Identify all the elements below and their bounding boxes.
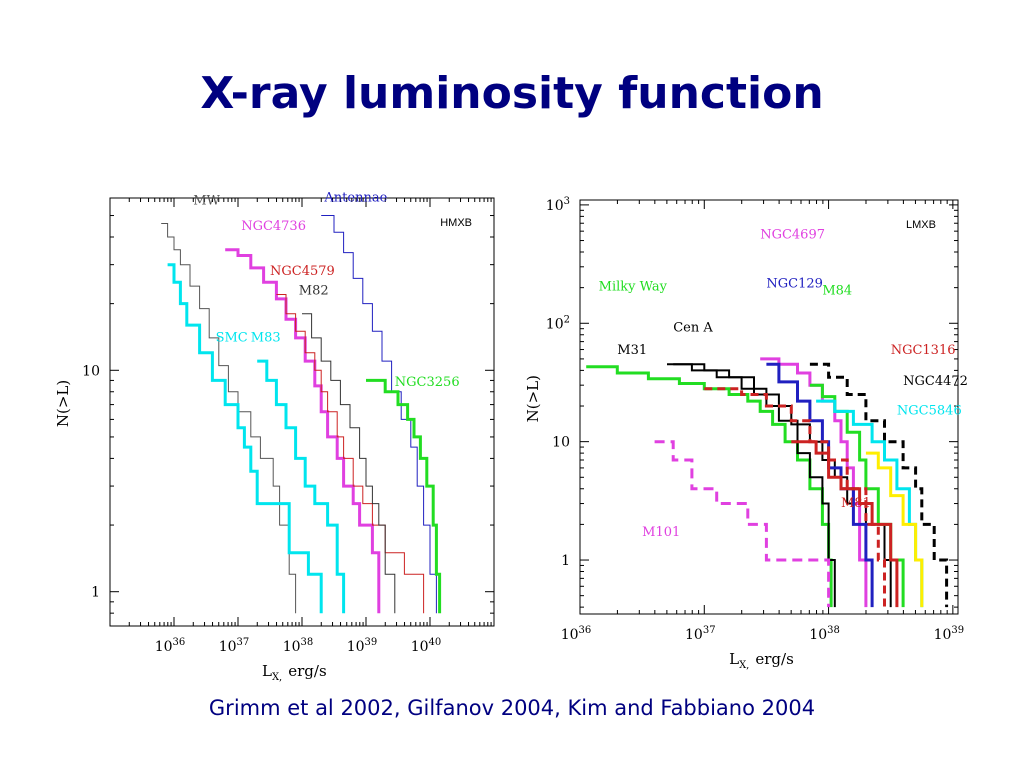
x-tick-base: 10 (219, 639, 237, 655)
series-line-ngc4579 (276, 294, 425, 614)
x-tick-base: 10 (347, 639, 365, 655)
x-tick-label: 1039 (347, 637, 378, 655)
y-tick-exp: 2 (564, 314, 570, 325)
y-tick-label: 10 (552, 435, 570, 451)
x-axis-label-unit: erg/s (288, 662, 326, 680)
series-label-m81: M81 (841, 496, 871, 511)
x-axis-label-main: L (729, 650, 739, 668)
series-label-antennae: Antennae (323, 190, 387, 205)
series-label-m31: M31 (617, 343, 647, 358)
x-tick-exp: 36 (173, 637, 186, 648)
series-label-ngc4697: NGC4697 (760, 228, 825, 243)
series-label-ngc4472: NGC4472 (903, 374, 968, 389)
series-line-m81 (791, 440, 899, 608)
series-line-m83 (257, 359, 346, 614)
x-tick-exp: 39 (365, 637, 378, 648)
series-line-ngc4736 (225, 248, 381, 614)
series-label-ngc129: NGC129 (766, 277, 823, 292)
x-axis-label: LX, erg/s (729, 650, 794, 671)
y-tick-base: 10 (546, 198, 564, 214)
series-line-milky-way (586, 365, 833, 608)
series-label-ngc4736: NGC4736 (241, 219, 306, 234)
x-tick-exp: 37 (703, 625, 716, 636)
x-axis-label: LX, erg/s (262, 662, 327, 683)
y-tick-exp: 3 (564, 196, 570, 207)
x-tick-base: 10 (809, 627, 827, 643)
x-tick-base: 10 (561, 627, 579, 643)
x-tick-base: 10 (685, 627, 703, 643)
series-line-mw (161, 223, 297, 614)
series-label-ngc4579: NGC4579 (270, 264, 335, 279)
panel-label: LMXB (906, 219, 936, 231)
series-line-antennae (321, 215, 437, 614)
series-label-ngc3256: NGC3256 (395, 375, 460, 390)
y-tick-base: 1 (561, 553, 570, 569)
series-line-ngc4472 (809, 362, 949, 608)
x-tick-label: 1037 (685, 625, 716, 643)
x-tick-exp: 36 (579, 625, 592, 636)
series-label-ngc1316: NGC1316 (891, 343, 956, 358)
y-tick-label: 10 (82, 363, 100, 379)
x-tick-label: 1036 (561, 625, 592, 643)
x-tick-base: 10 (934, 627, 952, 643)
x-tick-exp: 39 (951, 625, 964, 636)
series-label-cen-a: Cen A (673, 321, 713, 336)
series-line-ngc129 (766, 362, 874, 608)
x-axis-label-unit: erg/s (755, 650, 793, 668)
y-axis-label: N(>L) (524, 375, 542, 422)
x-axis-label-sub: X, (739, 660, 749, 671)
x-tick-base: 10 (411, 639, 429, 655)
y-tick-label: 1 (91, 585, 100, 601)
slide-caption: Grimm et al 2002, Gilfanov 2004, Kim and… (208, 696, 816, 720)
x-tick-label: 1038 (283, 637, 314, 655)
x-tick-exp: 40 (429, 637, 442, 648)
y-tick-label: 103 (546, 196, 570, 214)
series-label-m83: M83 (251, 330, 281, 345)
x-tick-label: 1039 (934, 625, 965, 643)
series-label-mw: MW (193, 194, 220, 209)
series-line-ngc4697 (760, 357, 868, 608)
x-tick-base: 10 (155, 639, 173, 655)
y-tick-base: 10 (546, 316, 564, 332)
x-tick-exp: 38 (827, 625, 840, 636)
x-axis-label-main: L (262, 662, 272, 680)
panel-label: HMXB (440, 217, 472, 229)
y-tick-label: 1 (561, 553, 570, 569)
x-tick-label: 1038 (809, 625, 840, 643)
y-tick-base: 10 (552, 435, 570, 451)
x-tick-label: 1036 (155, 637, 186, 655)
series-line-m82 (302, 313, 396, 614)
series-label-smc: SMC (216, 330, 248, 345)
series-line-smc (167, 263, 323, 614)
series-label-m84: M84 (822, 284, 852, 299)
plot-frame (579, 199, 959, 615)
series-label-milky-way: Milky Way (599, 279, 668, 294)
series-line-ngc1316 (704, 387, 886, 608)
slide-title: X-ray luminosity function (200, 68, 824, 119)
series-line-cen-a (673, 363, 836, 608)
series-label-m101: M101 (642, 525, 680, 540)
x-axis-label-sub: X, (272, 672, 282, 683)
series-label-m82: M82 (299, 283, 329, 298)
series-label-ngc5846: NGC5846 (897, 403, 962, 418)
series-line-unnamed (865, 451, 924, 608)
y-tick-label: 102 (546, 314, 570, 332)
series-line-ngc3256 (366, 378, 442, 614)
y-axis-label: N(>L) (54, 380, 72, 427)
series-line-m101 (654, 440, 831, 608)
x-tick-label: 1037 (219, 637, 250, 655)
x-tick-label: 1040 (411, 637, 442, 655)
x-tick-exp: 37 (237, 637, 250, 648)
x-tick-exp: 38 (301, 637, 314, 648)
x-tick-base: 10 (283, 639, 301, 655)
